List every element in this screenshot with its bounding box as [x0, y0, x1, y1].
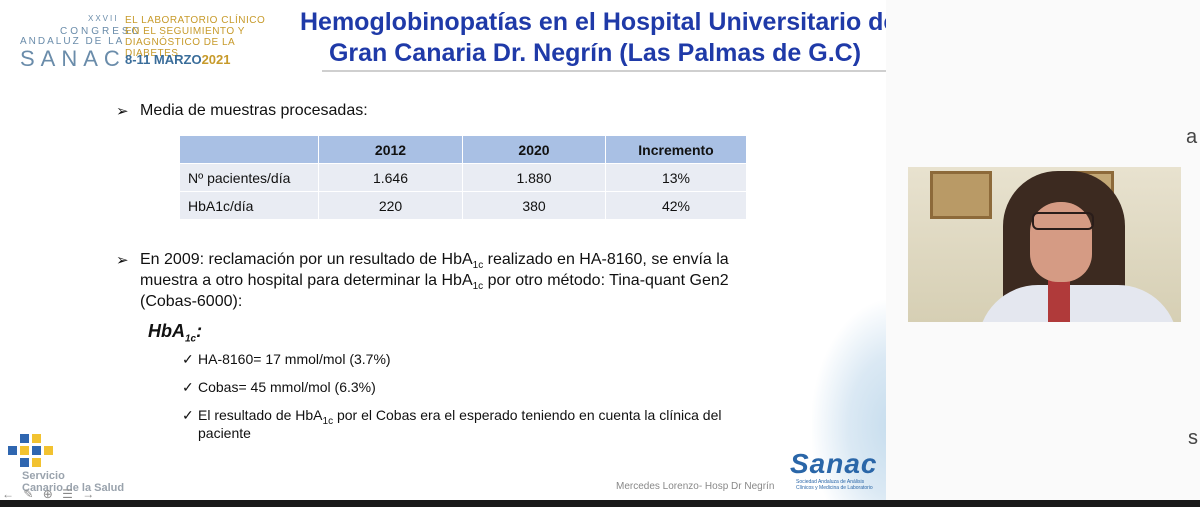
- logo-congreso: CONGRESO: [60, 26, 143, 37]
- table-cell: Nº pacientes/día: [179, 163, 319, 192]
- logo-description: EL LABORATORIO CLÍNICO EN EL SEGUIMIENTO…: [125, 15, 266, 59]
- next-slide-icon[interactable]: →: [82, 487, 98, 501]
- decorative-cloud: [812, 300, 886, 503]
- logo-andaluz: ANDALUZ DE LA: [20, 36, 125, 47]
- bullet-2009-line1-a: En 2009: reclamación por un resultado de…: [140, 251, 473, 268]
- table-cell: HbA1c/día: [179, 191, 319, 220]
- menu-icon[interactable]: ☰: [62, 487, 76, 501]
- slide-title-line2: Gran Canaria Dr. Negrín (Las Palmas de G…: [328, 39, 862, 67]
- arrow-bullet-icon: ➢: [116, 252, 129, 269]
- table-header-row: 2012 2020 Incremento: [179, 135, 747, 164]
- table-header-cell: Incremento: [605, 135, 747, 164]
- title-divider: [322, 70, 886, 72]
- table-row: Nº pacientes/día 1.646 1.880 13%: [179, 163, 747, 192]
- bullet-2009-line2-a: muestra a otro hospital para determinar …: [140, 272, 473, 289]
- servicio-canario-line2: Canario de la Salud: [22, 482, 125, 494]
- clipped-text-bottom: s: [1188, 427, 1198, 449]
- servicio-canario-logo-icon: [8, 434, 66, 468]
- presentation-toolbar: ← ✎ ⊕ ☰ →: [2, 487, 97, 501]
- congress-logo: XXVII CONGRESO ANDALUZ DE LA SANAC EL LA…: [0, 0, 300, 71]
- slide-title: Hemoglobinopatías en el Hospital Univers…: [300, 7, 886, 69]
- presenter-face: [1030, 202, 1092, 282]
- check-icon: ✓: [182, 379, 194, 395]
- check-item-result: El resultado de HbA1c por el Cobas era e…: [198, 407, 721, 427]
- logo-year: 2021: [201, 52, 231, 67]
- table-cell: 220: [318, 191, 463, 220]
- logo-roman-numeral: XXVII: [88, 14, 119, 23]
- previous-slide-icon[interactable]: ←: [2, 487, 17, 501]
- bullet-2009-line2-b: por otro método: Tina-quant Gen2: [483, 272, 729, 289]
- hba1c-heading: HbA1c:: [148, 321, 202, 345]
- subscript: 1c: [472, 281, 484, 293]
- subscript: 1c: [322, 415, 334, 427]
- logo-sanac: SANAC: [20, 46, 126, 71]
- table-cell: 13%: [605, 163, 747, 192]
- picture-frame: [930, 171, 992, 219]
- check-item-result-b: por el Cobas era el esperado teniendo en…: [333, 407, 722, 423]
- table-header-cell: 2020: [462, 135, 606, 164]
- table-row: HbA1c/día 220 380 42%: [179, 191, 747, 220]
- table-cell: 42%: [605, 191, 747, 220]
- presenter-shirt: [978, 285, 1178, 322]
- clipped-text-top: a: [1186, 126, 1198, 148]
- samples-table: 2012 2020 Incremento Nº pacientes/día 1.…: [179, 135, 747, 220]
- check-icon: ✓: [182, 407, 194, 423]
- table-header-cell: [179, 135, 319, 164]
- servicio-canario-line1: Servicio: [22, 470, 65, 482]
- presenter-glasses: [1032, 212, 1094, 230]
- slide-title-line1: Hemoglobinopatías en el Hospital Univers…: [300, 8, 886, 36]
- author-credit: Mercedes Lorenzo- Hosp Dr Negrín: [616, 481, 775, 492]
- presenter-webcam-video[interactable]: [908, 167, 1181, 322]
- logo-dates-text: 8-11 MARZO: [125, 52, 202, 67]
- table-cell: 1.646: [318, 163, 463, 192]
- servicio-canario-label: Servicio Canario de la Salud: [22, 470, 124, 494]
- check-item-ha8160: HA-8160= 17 mmol/mol (3.7%): [198, 351, 391, 367]
- bullet-2009-line1-b: realizado en HA-8160, se envía la: [483, 251, 729, 268]
- table-header-cell: 2012: [318, 135, 463, 164]
- subscript: 1c: [472, 260, 484, 272]
- sanac-logo: Sanac: [790, 448, 878, 479]
- presentation-slide: XXVII CONGRESO ANDALUZ DE LA SANAC EL LA…: [0, 0, 886, 503]
- arrow-bullet-icon: ➢: [116, 103, 129, 120]
- presenter-scarf: [1048, 279, 1070, 322]
- check-item-result-a: El resultado de HbA: [198, 407, 323, 423]
- check-item-cobas: Cobas= 45 mmol/mol (6.3%): [198, 379, 376, 395]
- hba1c-heading-main: HbA: [148, 321, 185, 341]
- logo-dates: 8-11 MARZO2021: [125, 52, 231, 67]
- table-cell: 1.880: [462, 163, 606, 192]
- table-cell: 380: [462, 191, 606, 220]
- zoom-icon[interactable]: ⊕: [42, 487, 56, 501]
- bottom-bar: [0, 500, 1200, 507]
- bullet-samples-text: Media de muestras procesadas:: [140, 102, 368, 119]
- subscript: 1c: [185, 333, 197, 345]
- pen-tool-icon[interactable]: ✎: [23, 487, 37, 501]
- bullet-2009-line1: En 2009: reclamación por un resultado de…: [140, 251, 729, 271]
- sanac-logo-subtitle: Sociedad Andaluza de Análisis Clínicos y…: [796, 479, 873, 491]
- check-item-result-line2: paciente: [198, 425, 251, 441]
- hba1c-heading-colon: :: [196, 321, 203, 341]
- check-icon: ✓: [182, 351, 194, 367]
- bullet-2009-line3: (Cobas-6000):: [140, 293, 243, 310]
- bullet-2009-line2: muestra a otro hospital para determinar …: [140, 272, 729, 292]
